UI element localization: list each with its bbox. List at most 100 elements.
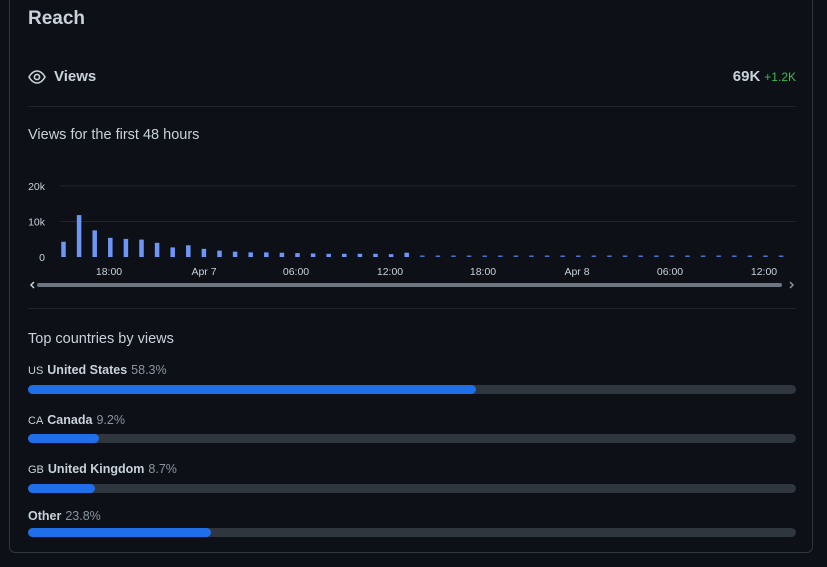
x-tick-label: 06:00 bbox=[657, 266, 683, 278]
chart-bar bbox=[186, 245, 191, 257]
y-tick-label: 10k bbox=[28, 217, 46, 229]
chart-bar-placeholder bbox=[607, 255, 612, 257]
country-percent: 23.8% bbox=[65, 509, 101, 523]
views-label: Views bbox=[54, 68, 97, 85]
chart-bar bbox=[76, 215, 82, 257]
country-label: GB United Kingdom 8.7% bbox=[28, 460, 796, 478]
chart-bar bbox=[310, 253, 316, 257]
country-label: Other 23.8% bbox=[28, 507, 796, 525]
views-value: 69K +1.2K bbox=[733, 68, 796, 86]
chart-bar-placeholder bbox=[732, 255, 737, 257]
chart-bar-placeholder bbox=[451, 255, 456, 257]
chart-bar-placeholder bbox=[513, 255, 519, 257]
chart-bar bbox=[92, 230, 97, 257]
country-label: CA Canada 9.2% bbox=[28, 411, 796, 429]
country-bar-fill bbox=[28, 528, 211, 537]
chart-bar-placeholder bbox=[747, 255, 753, 257]
chart-bar bbox=[217, 250, 222, 257]
country-name: Canada bbox=[47, 413, 93, 427]
country-row: GB United Kingdom 8.7% bbox=[28, 460, 796, 493]
chart-bar-placeholder bbox=[669, 255, 675, 257]
country-name: United States bbox=[47, 363, 128, 377]
countries-title: Top countries by views bbox=[28, 331, 174, 347]
chart-bar-placeholder bbox=[576, 255, 581, 257]
x-tick-label: 06:00 bbox=[283, 266, 309, 278]
views-delta: +1.2K bbox=[764, 70, 796, 84]
divider bbox=[28, 106, 796, 107]
chart-bar bbox=[232, 251, 238, 257]
x-tick-label: Apr 7 bbox=[191, 266, 216, 278]
x-tick-label: 18:00 bbox=[470, 266, 496, 278]
chart-bar bbox=[357, 253, 363, 257]
reach-card bbox=[9, 0, 813, 553]
country-percent: 8.7% bbox=[148, 462, 177, 476]
scroll-left-icon[interactable] bbox=[29, 281, 35, 289]
chart-bar-placeholder bbox=[529, 255, 534, 257]
chart-bar-placeholder bbox=[700, 255, 706, 257]
chart-bar bbox=[373, 253, 378, 257]
chart-bar-placeholder bbox=[638, 255, 643, 257]
chart-bar-placeholder bbox=[685, 255, 690, 257]
x-tick-label: 12:00 bbox=[751, 266, 777, 278]
views-bar-chart: 20k 10k 0 18:00 Apr 7 06:00 12:00 18:00 Apr 8 06:… bbox=[28, 181, 796, 278]
card-title: Reach bbox=[28, 8, 86, 29]
chart-bar bbox=[326, 253, 331, 257]
chart-bar-placeholder bbox=[435, 255, 441, 257]
country-percent: 58.3% bbox=[131, 363, 167, 377]
chart-bar-placeholder bbox=[466, 255, 472, 257]
country-bar-track bbox=[28, 484, 796, 493]
country-label: US United States 58.3% bbox=[28, 361, 796, 379]
country-code: US bbox=[28, 365, 44, 377]
chart-bar bbox=[61, 241, 66, 257]
divider bbox=[28, 308, 796, 309]
chart-bar-placeholder bbox=[591, 255, 597, 257]
chart-bar bbox=[201, 248, 207, 257]
chart-bar-placeholder bbox=[654, 255, 659, 257]
chart-bar-placeholder bbox=[498, 255, 503, 257]
x-tick-label: 12:00 bbox=[377, 266, 403, 278]
country-row: Other 23.8% bbox=[28, 507, 796, 537]
chart-bar-placeholder bbox=[544, 255, 550, 257]
country-name: United Kingdom bbox=[47, 462, 145, 476]
chart-bar bbox=[123, 238, 129, 257]
chart-bar-placeholder bbox=[420, 255, 425, 257]
country-code: GB bbox=[28, 464, 44, 476]
chart-bar-placeholder bbox=[716, 255, 721, 257]
chart-bar-placeholder bbox=[778, 255, 784, 257]
y-tick-label: 0 bbox=[39, 252, 45, 264]
x-tick-label: 18:00 bbox=[96, 266, 122, 278]
chart-bar bbox=[279, 252, 285, 257]
chart-title: Views for the first 48 hours bbox=[28, 127, 200, 143]
chart-bar-placeholder bbox=[482, 255, 487, 257]
views-row: Views 69K +1.2K bbox=[28, 66, 796, 90]
scrollbar-thumb[interactable] bbox=[37, 283, 782, 287]
country-name: Other bbox=[28, 509, 62, 523]
country-bar-fill bbox=[28, 484, 95, 493]
chart-bar bbox=[108, 237, 113, 257]
country-code: CA bbox=[28, 415, 44, 427]
country-row: CA Canada 9.2% bbox=[28, 411, 796, 443]
chart-bar bbox=[404, 252, 409, 257]
views-total: 69K bbox=[732, 68, 761, 85]
chart-bar bbox=[264, 252, 269, 257]
country-bar-track bbox=[28, 528, 796, 537]
chart-bar bbox=[154, 242, 160, 257]
country-percent: 9.2% bbox=[96, 413, 125, 427]
chart-bar-placeholder bbox=[622, 255, 628, 257]
chart-bar-placeholder bbox=[560, 255, 565, 257]
chart-bar bbox=[139, 239, 144, 257]
country-row: US United States 58.3% bbox=[28, 361, 796, 394]
chart-bar bbox=[342, 253, 347, 257]
chart-scrollbar[interactable] bbox=[28, 278, 796, 292]
chart-bar bbox=[388, 254, 394, 257]
chart-bar-placeholder bbox=[763, 255, 768, 257]
chart-bar bbox=[295, 253, 300, 257]
chart-bar bbox=[170, 247, 175, 257]
x-tick-label: Apr 8 bbox=[564, 266, 589, 278]
eye-icon bbox=[28, 70, 46, 84]
country-bar-track bbox=[28, 385, 796, 394]
country-bar-fill bbox=[28, 434, 99, 443]
country-bar-fill bbox=[28, 385, 476, 394]
scroll-right-icon[interactable] bbox=[789, 281, 795, 289]
chart-bar bbox=[248, 252, 253, 257]
